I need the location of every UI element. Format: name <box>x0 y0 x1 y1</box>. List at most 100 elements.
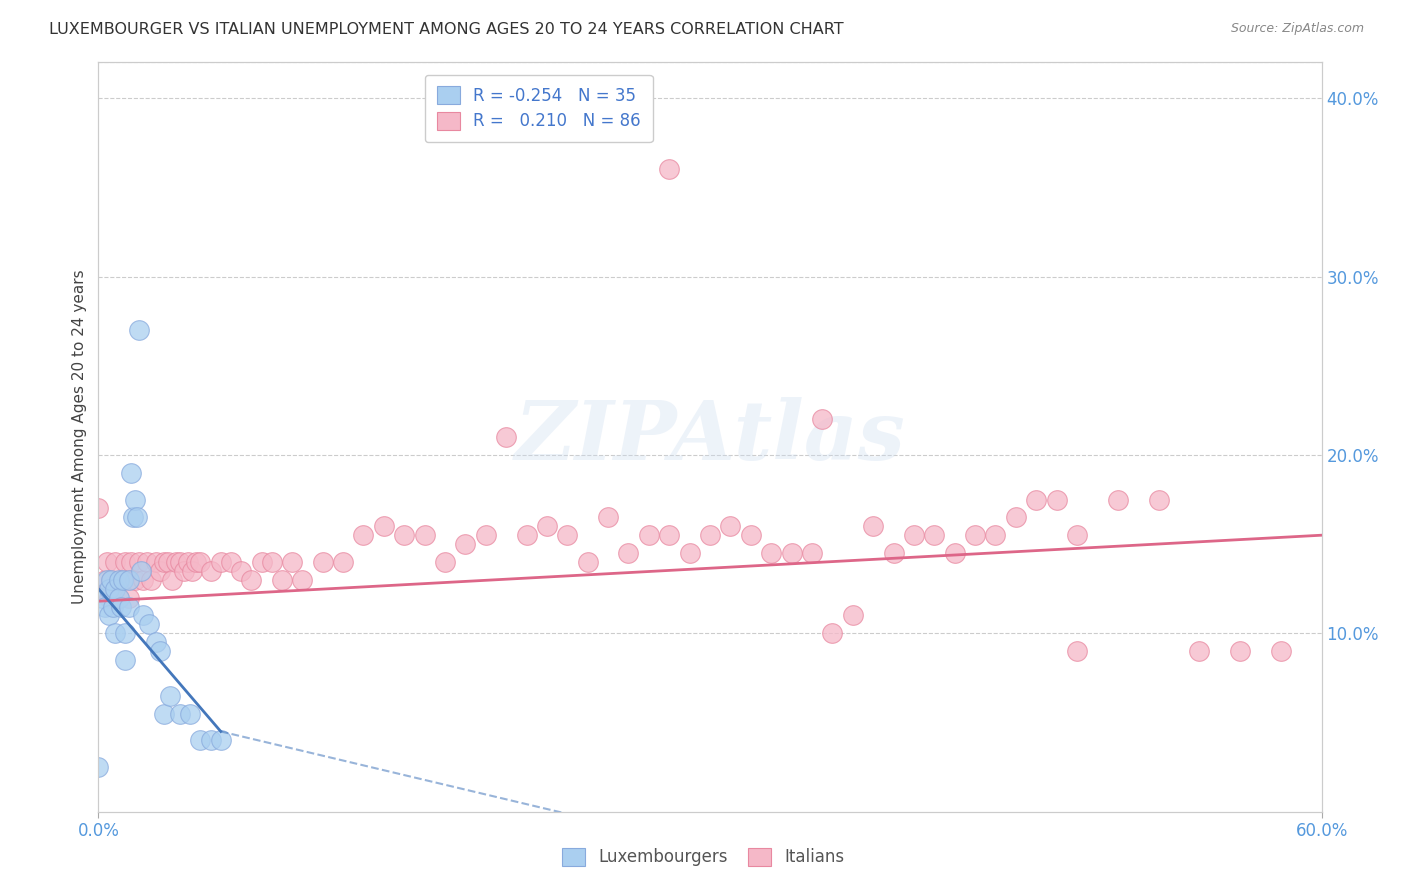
Point <box>1066 528 1088 542</box>
Point <box>658 162 681 177</box>
Point <box>801 546 824 560</box>
Point <box>118 573 141 587</box>
Text: ZIPAtlas: ZIPAtlas <box>515 397 905 477</box>
Point <box>1188 644 1211 658</box>
Point <box>165 555 187 569</box>
Point <box>104 626 127 640</box>
Point <box>373 519 395 533</box>
Point <box>149 644 172 658</box>
Point <box>200 564 222 578</box>
Point <box>495 430 517 444</box>
Point <box>145 635 167 649</box>
Point <box>141 573 163 587</box>
Point <box>576 555 599 569</box>
Point <box>181 564 204 578</box>
Point <box>136 555 159 569</box>
Point <box>219 555 242 569</box>
Point <box>811 412 834 426</box>
Point <box>93 599 115 614</box>
Point <box>124 492 146 507</box>
Point <box>352 528 374 542</box>
Point <box>152 555 174 569</box>
Point <box>718 519 742 533</box>
Point <box>1229 644 1251 658</box>
Point <box>179 706 201 721</box>
Point <box>231 564 253 578</box>
Point <box>434 555 457 569</box>
Point <box>392 528 416 542</box>
Point <box>1270 644 1292 658</box>
Point <box>312 555 335 569</box>
Point <box>111 573 134 587</box>
Point <box>984 528 1007 542</box>
Point <box>114 626 136 640</box>
Point <box>100 573 122 587</box>
Point <box>454 537 477 551</box>
Point <box>617 546 640 560</box>
Point <box>108 591 131 605</box>
Point <box>821 626 844 640</box>
Point <box>177 555 200 569</box>
Point <box>128 323 150 337</box>
Point <box>761 546 783 560</box>
Point <box>169 555 191 569</box>
Point <box>129 564 152 578</box>
Point <box>114 555 136 569</box>
Point <box>555 528 579 542</box>
Point <box>188 733 212 747</box>
Point <box>209 555 232 569</box>
Point <box>200 733 222 747</box>
Point <box>240 573 263 587</box>
Point <box>922 528 945 542</box>
Point <box>118 573 141 587</box>
Point <box>101 599 124 614</box>
Point <box>516 528 538 542</box>
Point <box>120 555 142 569</box>
Point <box>740 528 762 542</box>
Point <box>883 546 905 560</box>
Point <box>152 706 174 721</box>
Point <box>841 608 863 623</box>
Point <box>281 555 304 569</box>
Point <box>474 528 498 542</box>
Point <box>780 546 803 560</box>
Point <box>124 573 146 587</box>
Point <box>111 573 134 587</box>
Point <box>260 555 283 569</box>
Point <box>138 617 160 632</box>
Point <box>87 760 110 774</box>
Point <box>965 528 987 542</box>
Point <box>101 591 124 605</box>
Point <box>96 573 118 587</box>
Point <box>250 555 273 569</box>
Text: Source: ZipAtlas.com: Source: ZipAtlas.com <box>1230 22 1364 36</box>
Point <box>159 689 181 703</box>
Point <box>145 555 167 569</box>
Point <box>128 555 150 569</box>
Point <box>1107 492 1129 507</box>
Legend: R = -0.254   N = 35, R =   0.210   N = 86: R = -0.254 N = 35, R = 0.210 N = 86 <box>425 75 652 142</box>
Point <box>169 706 191 721</box>
Point <box>598 510 620 524</box>
Point <box>104 582 127 596</box>
Point <box>1045 492 1069 507</box>
Point <box>108 573 131 587</box>
Point <box>1025 492 1047 507</box>
Legend: Luxembourgers, Italians: Luxembourgers, Italians <box>555 841 851 873</box>
Point <box>160 573 183 587</box>
Point <box>658 528 681 542</box>
Point <box>862 519 884 533</box>
Point <box>91 591 114 605</box>
Y-axis label: Unemployment Among Ages 20 to 24 years: Unemployment Among Ages 20 to 24 years <box>72 269 87 605</box>
Point <box>97 591 120 605</box>
Point <box>1147 492 1170 507</box>
Point <box>1066 644 1088 658</box>
Point <box>97 582 120 596</box>
Point <box>209 733 232 747</box>
Point <box>93 573 115 587</box>
Point <box>173 564 195 578</box>
Point <box>413 528 436 542</box>
Point <box>127 510 149 524</box>
Point <box>291 573 314 587</box>
Point <box>188 555 212 569</box>
